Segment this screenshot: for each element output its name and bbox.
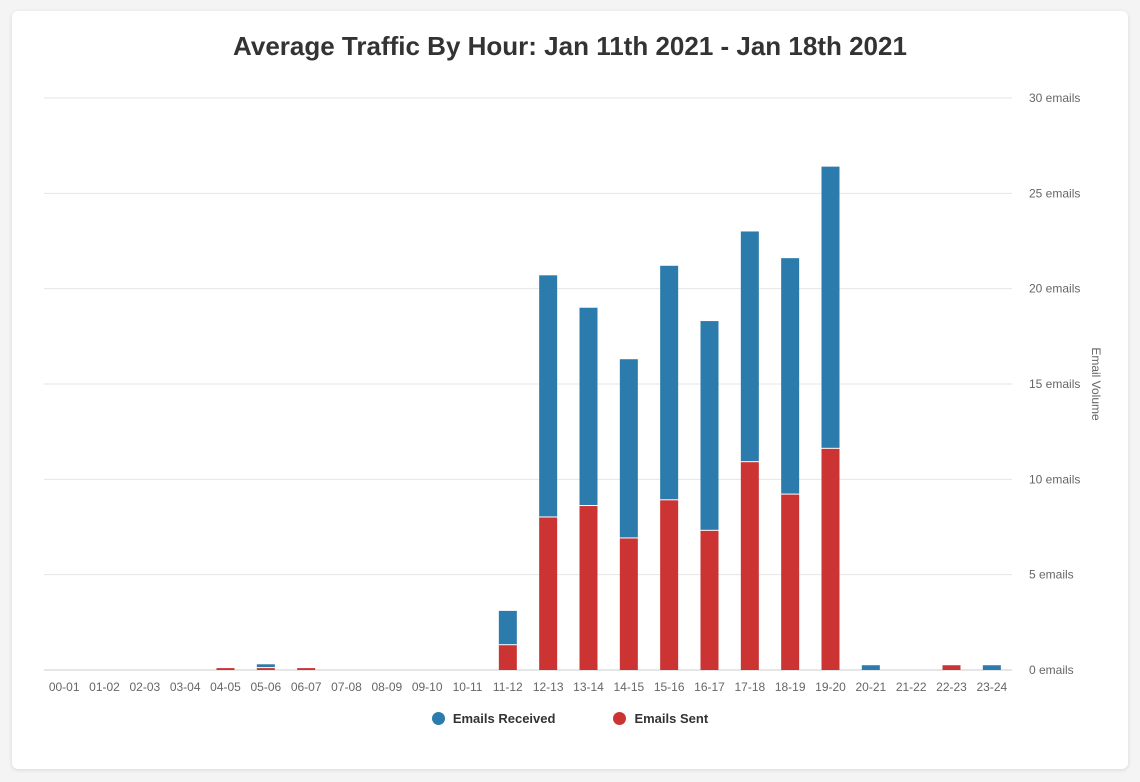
x-tick-label: 20-21: [855, 680, 886, 694]
bar-emails-received-15-16[interactable]: [660, 265, 679, 500]
x-tick-label: 10-11: [453, 680, 483, 694]
x-tick-label: 17-18: [734, 680, 765, 694]
bar-emails-received-17-18[interactable]: [740, 231, 759, 462]
x-tick-label: 04-05: [210, 680, 241, 694]
y-tick-label: 25 emails: [1029, 186, 1080, 200]
x-tick-label: 07-08: [331, 680, 362, 694]
bar-emails-received-23-24[interactable]: [982, 665, 1001, 670]
y-tick-label: 5 emails: [1029, 568, 1074, 582]
bar-emails-received-16-17[interactable]: [700, 321, 719, 530]
x-tick-label: 03-04: [170, 680, 201, 694]
x-tick-label: 05-06: [250, 680, 281, 694]
legend-swatch: [431, 712, 445, 725]
y-tick-label: 30 emails: [1029, 91, 1080, 105]
bar-emails-sent-13-14[interactable]: [579, 506, 598, 670]
x-tick-label: 02-03: [129, 680, 160, 694]
legend-label: Emails Received: [452, 711, 556, 726]
x-tick-label: 08-09: [371, 680, 402, 694]
bar-emails-received-18-19[interactable]: [781, 258, 800, 494]
bar-emails-sent-15-16[interactable]: [660, 500, 679, 670]
y-axis-title: Email Volume: [1089, 347, 1103, 421]
bar-emails-sent-06-07[interactable]: [297, 668, 316, 670]
x-tick-label: 12-13: [533, 680, 564, 694]
x-tick-label: 11-12: [493, 680, 523, 694]
legend-item-emails-sent[interactable]: Emails Sent: [613, 711, 708, 726]
chart-title: Average Traffic By Hour: Jan 11th 2021 -…: [233, 31, 907, 61]
y-tick-label: 15 emails: [1029, 377, 1080, 391]
x-tick-label: 14-15: [613, 680, 644, 694]
bar-emails-received-13-14[interactable]: [579, 307, 598, 506]
bar-emails-sent-05-06[interactable]: [256, 668, 275, 670]
x-tick-label: 21-22: [896, 680, 927, 694]
bar-emails-sent-17-18[interactable]: [740, 462, 759, 670]
x-tick-label: 22-23: [936, 680, 967, 694]
y-tick-label: 10 emails: [1029, 472, 1080, 486]
x-tick-label: 06-07: [291, 680, 322, 694]
legend-label: Emails Sent: [634, 711, 709, 726]
bar-emails-sent-16-17[interactable]: [700, 530, 719, 670]
x-tick-label: 19-20: [815, 680, 846, 694]
bar-emails-received-20-21[interactable]: [861, 665, 880, 670]
x-tick-label: 18-19: [775, 680, 806, 694]
x-tick-label: 00-01: [49, 680, 80, 694]
legend-swatch: [613, 712, 627, 725]
bar-emails-received-05-06[interactable]: [256, 664, 275, 668]
bar-emails-received-11-12[interactable]: [498, 610, 517, 645]
x-tick-label: 13-14: [573, 680, 604, 694]
bar-emails-received-14-15[interactable]: [619, 359, 638, 538]
bar-emails-sent-14-15[interactable]: [619, 538, 638, 670]
x-tick-label: 15-16: [654, 680, 685, 694]
bar-emails-sent-18-19[interactable]: [781, 494, 800, 670]
x-tick-label: 23-24: [976, 680, 1007, 694]
y-tick-label: 20 emails: [1029, 282, 1080, 296]
bar-emails-sent-12-13[interactable]: [539, 517, 558, 670]
x-tick-label: 01-02: [89, 680, 120, 694]
y-tick-label: 0 emails: [1029, 663, 1074, 677]
x-tick-label: 16-17: [694, 680, 725, 694]
bar-emails-sent-04-05[interactable]: [216, 668, 235, 670]
bar-emails-sent-11-12[interactable]: [498, 645, 517, 670]
legend-item-emails-received[interactable]: Emails Received: [431, 711, 556, 726]
x-tick-label: 09-10: [412, 680, 443, 694]
legend: Emails Received Emails Sent: [0, 711, 1140, 726]
bar-emails-received-12-13[interactable]: [539, 275, 558, 517]
bar-emails-received-19-20[interactable]: [821, 166, 840, 448]
chart-card: [12, 11, 1128, 769]
bar-emails-sent-19-20[interactable]: [821, 448, 840, 670]
bar-emails-sent-22-23[interactable]: [942, 665, 961, 670]
